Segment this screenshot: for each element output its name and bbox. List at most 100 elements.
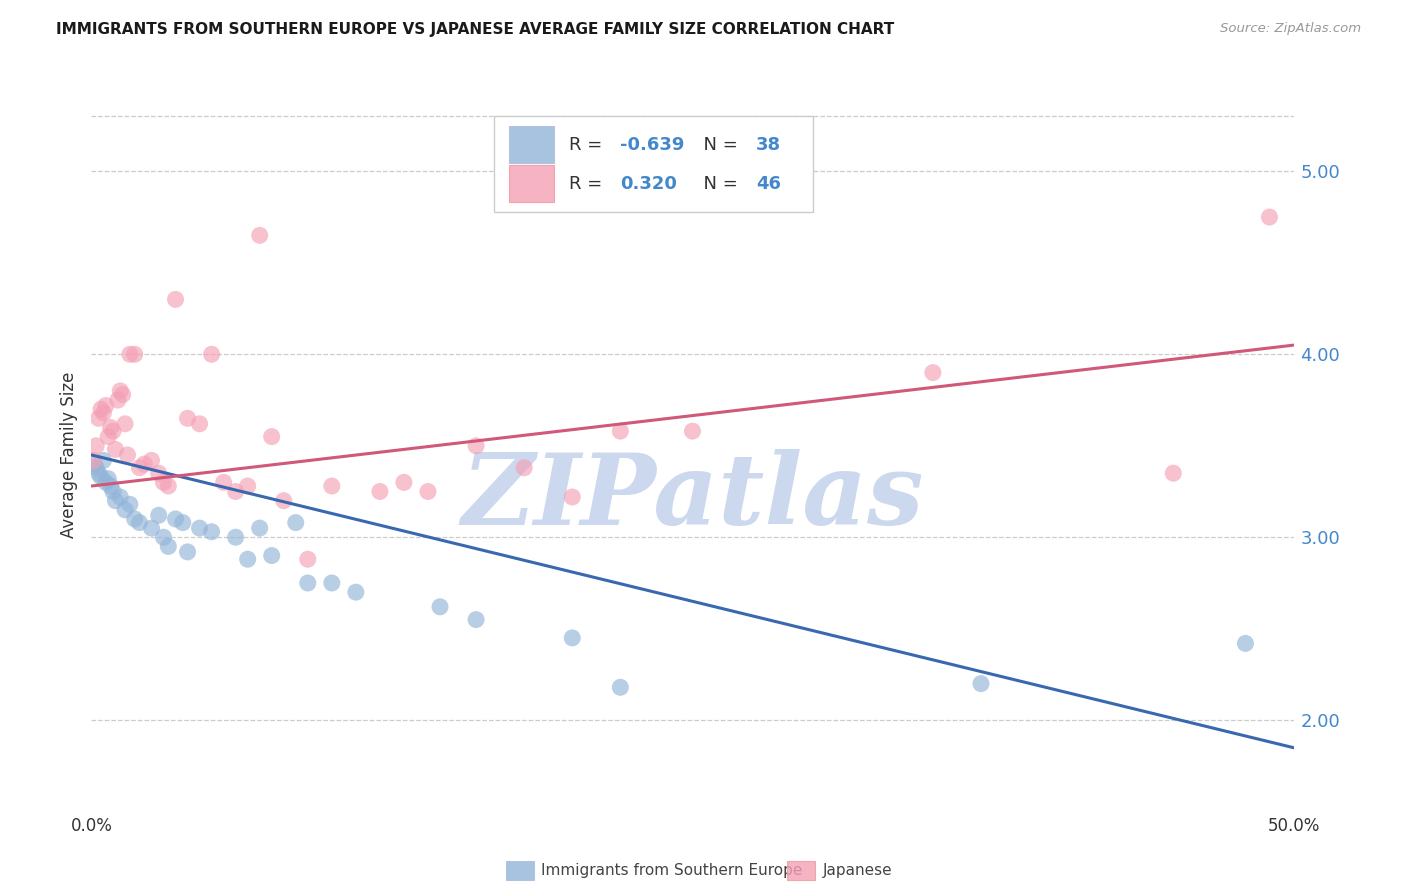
- Point: [148, 467, 170, 481]
- Point: [176, 545, 198, 559]
- Point: [561, 631, 583, 645]
- Point: [465, 439, 488, 453]
- Point: [321, 576, 343, 591]
- Point: [87, 411, 110, 425]
- Point: [83, 457, 105, 471]
- Point: [176, 411, 198, 425]
- Point: [104, 493, 127, 508]
- Text: ZIPatlas: ZIPatlas: [461, 450, 924, 546]
- Point: [93, 406, 115, 420]
- Point: [124, 347, 146, 361]
- Point: [165, 293, 187, 307]
- Point: [157, 540, 180, 554]
- Point: [188, 521, 211, 535]
- Point: [90, 470, 112, 484]
- Text: 46: 46: [756, 175, 782, 193]
- Point: [128, 460, 150, 475]
- Point: [83, 453, 105, 467]
- Point: [609, 681, 631, 695]
- Point: [141, 521, 163, 535]
- Point: [100, 479, 122, 493]
- Point: [93, 453, 115, 467]
- Point: [416, 484, 439, 499]
- Point: [118, 347, 141, 361]
- Point: [1258, 210, 1281, 224]
- Point: [118, 497, 141, 511]
- Point: [101, 424, 124, 438]
- Point: [1161, 467, 1184, 481]
- Point: [297, 576, 319, 591]
- Point: [273, 493, 295, 508]
- Point: [97, 472, 120, 486]
- Point: [201, 524, 224, 539]
- Point: [94, 399, 117, 413]
- FancyBboxPatch shape: [509, 126, 554, 163]
- Point: [970, 676, 993, 690]
- Point: [236, 479, 259, 493]
- Text: R =: R =: [568, 136, 607, 153]
- Point: [107, 392, 129, 407]
- Point: [368, 484, 391, 499]
- Point: [110, 384, 132, 398]
- Point: [681, 424, 703, 438]
- Point: [165, 512, 187, 526]
- Point: [134, 457, 156, 471]
- Point: [172, 516, 194, 530]
- Point: [1234, 636, 1257, 650]
- Point: [90, 402, 112, 417]
- Point: [236, 552, 259, 566]
- Text: N =: N =: [692, 175, 744, 193]
- Point: [111, 387, 134, 401]
- Point: [114, 417, 136, 431]
- Point: [152, 475, 174, 490]
- Point: [124, 512, 146, 526]
- Point: [97, 429, 120, 443]
- Y-axis label: Average Family Size: Average Family Size: [59, 372, 77, 538]
- Point: [260, 549, 283, 563]
- Point: [392, 475, 415, 490]
- Point: [225, 484, 247, 499]
- Point: [101, 484, 124, 499]
- Text: R =: R =: [568, 175, 607, 193]
- Text: IMMIGRANTS FROM SOUTHERN EUROPE VS JAPANESE AVERAGE FAMILY SIZE CORRELATION CHAR: IMMIGRANTS FROM SOUTHERN EUROPE VS JAPAN…: [56, 22, 894, 37]
- Point: [114, 503, 136, 517]
- Point: [922, 366, 945, 380]
- Point: [465, 613, 488, 627]
- Point: [94, 475, 117, 490]
- Point: [84, 439, 107, 453]
- Point: [344, 585, 367, 599]
- Point: [260, 429, 283, 443]
- FancyBboxPatch shape: [509, 165, 554, 202]
- Point: [284, 516, 307, 530]
- Point: [84, 460, 107, 475]
- Text: Source: ZipAtlas.com: Source: ZipAtlas.com: [1220, 22, 1361, 36]
- Point: [609, 424, 631, 438]
- Point: [297, 552, 319, 566]
- Text: 38: 38: [756, 136, 782, 153]
- Text: N =: N =: [692, 136, 744, 153]
- Text: Japanese: Japanese: [823, 863, 893, 878]
- Point: [212, 475, 235, 490]
- Point: [128, 516, 150, 530]
- Text: 0.320: 0.320: [620, 175, 678, 193]
- Point: [201, 347, 224, 361]
- Point: [148, 508, 170, 523]
- Point: [104, 442, 127, 457]
- Text: Immigrants from Southern Europe: Immigrants from Southern Europe: [541, 863, 803, 878]
- Point: [249, 228, 271, 243]
- Point: [117, 448, 139, 462]
- Point: [141, 453, 163, 467]
- Point: [225, 530, 247, 544]
- Point: [561, 490, 583, 504]
- Point: [152, 530, 174, 544]
- Point: [249, 521, 271, 535]
- Point: [513, 460, 536, 475]
- Point: [429, 599, 451, 614]
- Point: [110, 490, 132, 504]
- Text: -0.639: -0.639: [620, 136, 685, 153]
- Point: [87, 467, 110, 481]
- Point: [157, 479, 180, 493]
- Point: [188, 417, 211, 431]
- Point: [321, 479, 343, 493]
- Point: [100, 420, 122, 434]
